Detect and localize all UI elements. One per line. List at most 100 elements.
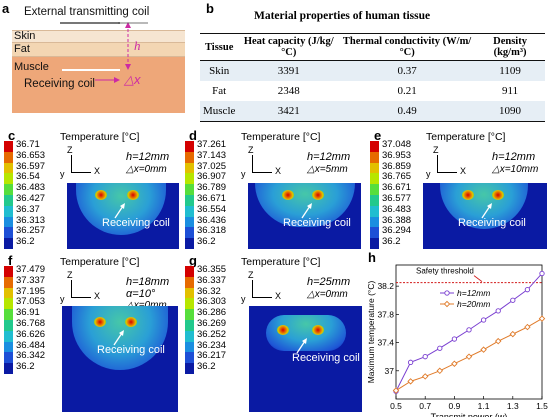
param-dx: △x=10mm (492, 164, 539, 175)
colorbar-tick: 36.577 (382, 193, 412, 204)
axis-y-label: y (60, 169, 65, 179)
axis-z-label: Z (248, 145, 254, 155)
data-point (494, 337, 502, 345)
panel-label-h: h (368, 250, 376, 265)
axis-x-line (71, 172, 91, 173)
colorbar-tick: 36.671 (382, 182, 412, 194)
colorbar-tick: 36.671 (197, 193, 227, 204)
table-title: Material properties of human tissue (254, 10, 431, 22)
colorbar-segment (185, 216, 194, 228)
cell-dens: 1090 (499, 105, 522, 117)
data-point (524, 323, 531, 331)
axis-z-line (71, 155, 72, 173)
colorbar-tick: 36.953 (382, 149, 412, 161)
depth-h-label: h (134, 38, 141, 53)
temperature-title: Temperature [°C] (241, 131, 321, 143)
axis-x-line (437, 172, 457, 173)
colorbar-segment (4, 266, 13, 278)
data-point (480, 346, 487, 353)
param-alpha: α=10° (126, 288, 156, 300)
colorbar-segment (185, 363, 194, 375)
colorbar-segment (4, 363, 13, 375)
data-point (407, 359, 414, 365)
colorbar-segment (4, 216, 13, 228)
data-point (539, 270, 545, 277)
cell-cond: 0.37 (397, 65, 417, 77)
colorbar-segment (185, 227, 194, 239)
colorbar-segment (185, 151, 194, 164)
colorbar-segment (4, 352, 13, 364)
panel-label-f: f (8, 253, 13, 268)
colorbar-segment (370, 173, 379, 185)
axis-x-line (252, 172, 272, 173)
colorbar-tick: 36.484 (16, 339, 46, 351)
param-h: h=12mm (307, 151, 351, 163)
colorbar-tick: 36.32 (197, 285, 221, 297)
axis-x-line (71, 297, 91, 298)
x-axis-label: Transmit power (w) (431, 412, 508, 417)
muscle-label: Muscle (14, 61, 49, 73)
safety-threshold-label: Safety threshold (416, 267, 474, 276)
cell-tissue: Muscle (203, 105, 236, 117)
axis-y-label: y (426, 169, 431, 179)
colorbar-segment (370, 184, 379, 196)
colorbar-tick: 36.37 (16, 203, 40, 215)
data-point (407, 378, 414, 385)
panel-label-d: d (189, 128, 197, 143)
cell-cond: 0.49 (397, 105, 417, 117)
x-tick-label: 0.7 (419, 401, 431, 411)
hot-spot (277, 325, 289, 335)
param-h: h=25mm (307, 276, 351, 288)
temperature-power-chart: 0.5 0.7 0.9 1.1 1.3 1.5 37 37.4 37.8 38.2 Transmit… (368, 264, 548, 417)
hot-spot (94, 317, 106, 327)
colorbar-tick: 36.54 (16, 171, 40, 183)
colorbar-tick: 36.294 (382, 225, 412, 237)
colorbar-tick: 36.859 (382, 160, 412, 172)
colorbar-tick: 36.234 (197, 339, 227, 351)
fat-label: Fat (14, 43, 30, 55)
axis-y-label: y (60, 294, 65, 304)
y-tick-label: 38.2 (377, 281, 394, 291)
colorbar-segment (4, 320, 13, 332)
colorbar-segment (370, 227, 379, 239)
colorbar-segment (370, 195, 379, 207)
colorbar-segment (185, 276, 194, 289)
colorbar-tick: 36.337 (197, 274, 227, 286)
data-point (437, 345, 443, 351)
receiving-coil-label: Receiving coil (97, 344, 165, 356)
colorbar-tick: 36.765 (382, 171, 412, 183)
colorbar-segment (185, 173, 194, 185)
colorbar-segment (4, 276, 13, 289)
colorbar-segment (4, 162, 13, 174)
colorbar-segment (370, 205, 379, 218)
x-tick-label: 1.3 (507, 401, 519, 411)
axis-x-label: X (94, 166, 101, 176)
col-tissue: Tissue (204, 41, 234, 53)
colorbar-segment (185, 341, 194, 353)
colorbar-segment (4, 330, 13, 343)
colorbar-tick: 36.427 (16, 193, 46, 204)
axis-z-line (437, 155, 438, 173)
colorbar-tick: 36.217 (197, 350, 227, 362)
colorbar-segment (185, 352, 194, 364)
colorbar-segment (370, 162, 379, 174)
data-point (495, 308, 501, 314)
y-tick-label: 37.8 (377, 309, 394, 319)
colorbar-segment (370, 238, 379, 250)
colorbar-tick: 37.195 (16, 285, 46, 297)
colorbar-segment (370, 141, 379, 153)
cell-dens: 911 (502, 85, 519, 97)
axis-z-label: Z (67, 145, 73, 155)
colorbar-tick: 36.554 (197, 203, 227, 215)
panel-label-e: e (374, 128, 382, 143)
colorbar-segment (185, 330, 194, 343)
colorbar-segment (4, 141, 13, 153)
colorbar-tick: 36.907 (197, 171, 227, 183)
data-point (436, 367, 444, 375)
colorbar-segment (4, 227, 13, 239)
colorbar-tick: 36.2 (197, 236, 216, 248)
data-point (422, 354, 428, 360)
colorbar-segment (4, 341, 13, 353)
colorbar-tick: 36.269 (197, 318, 227, 329)
colorbar-segment (185, 238, 194, 250)
